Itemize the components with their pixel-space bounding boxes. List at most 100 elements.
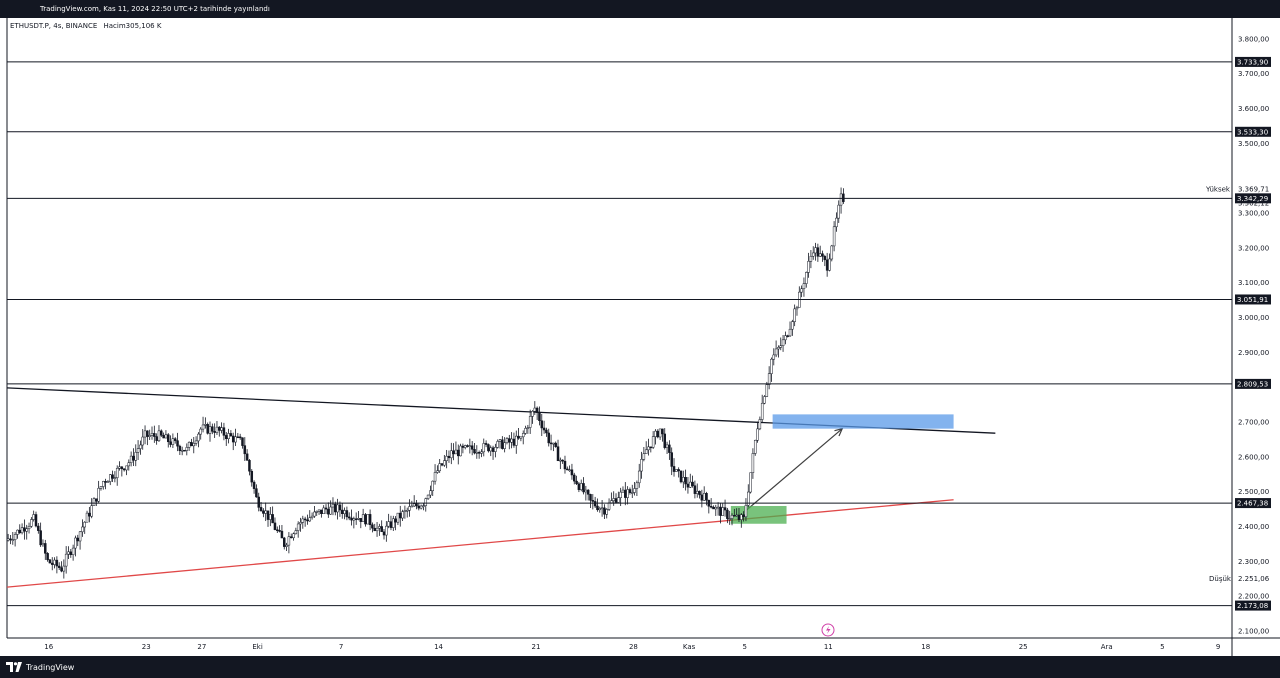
candle [53,557,56,569]
candle [721,503,724,516]
candles [6,187,845,579]
candle [749,472,752,494]
candle-body [269,514,272,520]
candle [236,432,240,439]
candle [394,516,397,531]
candle-body [807,261,810,273]
candle-body [299,522,302,525]
candle-body [20,527,24,534]
candle [693,480,697,499]
candle-body [396,512,400,523]
candle-body [742,514,745,518]
candle-body [215,426,219,433]
candle-body [443,460,446,466]
candle [716,502,720,516]
flash-icon[interactable] [821,623,835,637]
candle [255,484,258,498]
x-tick-label: 5 [1160,643,1164,651]
candle [463,444,467,450]
candle [329,500,332,515]
candle [765,381,769,398]
candle-body [32,514,35,520]
candle-body [218,426,221,431]
candle [299,517,302,532]
candle [617,491,620,504]
candle-body [672,466,676,472]
candle [231,432,235,451]
level-label: 3.051,91 [1237,296,1268,304]
candle-body [586,489,590,495]
candle-body [559,459,562,462]
candle [807,252,810,278]
candle [104,478,107,490]
candle [598,506,602,513]
candle [173,437,177,444]
candle-body [278,530,281,532]
candle [422,503,425,511]
candle-body [695,490,699,494]
candle [345,506,349,521]
price-chart[interactable]: 3.733,90 3.533,30 3.342,29 3.051,91 2.809,53… [0,18,1280,656]
candle [289,533,293,539]
candle [322,505,325,514]
candle-body [199,428,202,435]
x-tick-label: 23 [142,643,151,651]
candle-body [561,459,564,462]
candle-body [201,424,205,430]
candle [702,486,706,501]
candle-body [526,427,530,429]
candle [668,440,671,460]
candle [160,429,163,438]
candle-body [373,527,376,532]
candle-body [23,527,26,532]
y-tick-label: 3.100,00 [1238,279,1269,287]
projection-arrow-line [744,428,843,513]
candle [64,546,68,574]
candle-body [440,463,444,466]
candle-body [238,436,242,439]
candle-body [589,494,592,501]
symbol-label: ETHUSDT.P, 4s, BINANCE Hacim305,106 K [10,22,162,30]
candle-body [294,530,298,534]
candle [491,445,495,460]
candle-body [767,373,771,385]
candle-body [777,347,780,350]
candle [315,510,318,516]
y-tick-label: 2.200,00 [1238,593,1269,601]
candle-body [431,480,434,491]
candle [443,454,446,467]
candle-body [575,480,578,485]
candle-body [160,430,163,436]
candle [614,493,618,504]
candle [482,438,486,457]
tradingview-logo[interactable]: TradingView [6,660,74,674]
candle [429,485,432,498]
candle-body [262,510,265,514]
candle-body [150,433,154,436]
candle [118,461,121,471]
candle-body [556,446,560,462]
candle [737,508,741,523]
candle [770,357,773,382]
candle-body [16,529,19,535]
y-tick-label: 2.400,00 [1238,523,1269,531]
candle [320,509,323,518]
candle-body [74,537,77,549]
candle [136,440,140,460]
candle [505,437,509,445]
candle-body [30,519,33,527]
candle [155,433,158,445]
candle [818,245,822,258]
candle-body [811,252,815,257]
candle-body [69,551,73,555]
candle-body [236,436,240,439]
candle-body [591,500,595,502]
candle-body [146,430,149,437]
candle-body [582,483,585,493]
candle [375,522,379,537]
candle-body [95,498,98,502]
candle [306,514,309,525]
candle-body [55,559,59,567]
candle-body [538,412,541,421]
candle-body [287,536,291,546]
